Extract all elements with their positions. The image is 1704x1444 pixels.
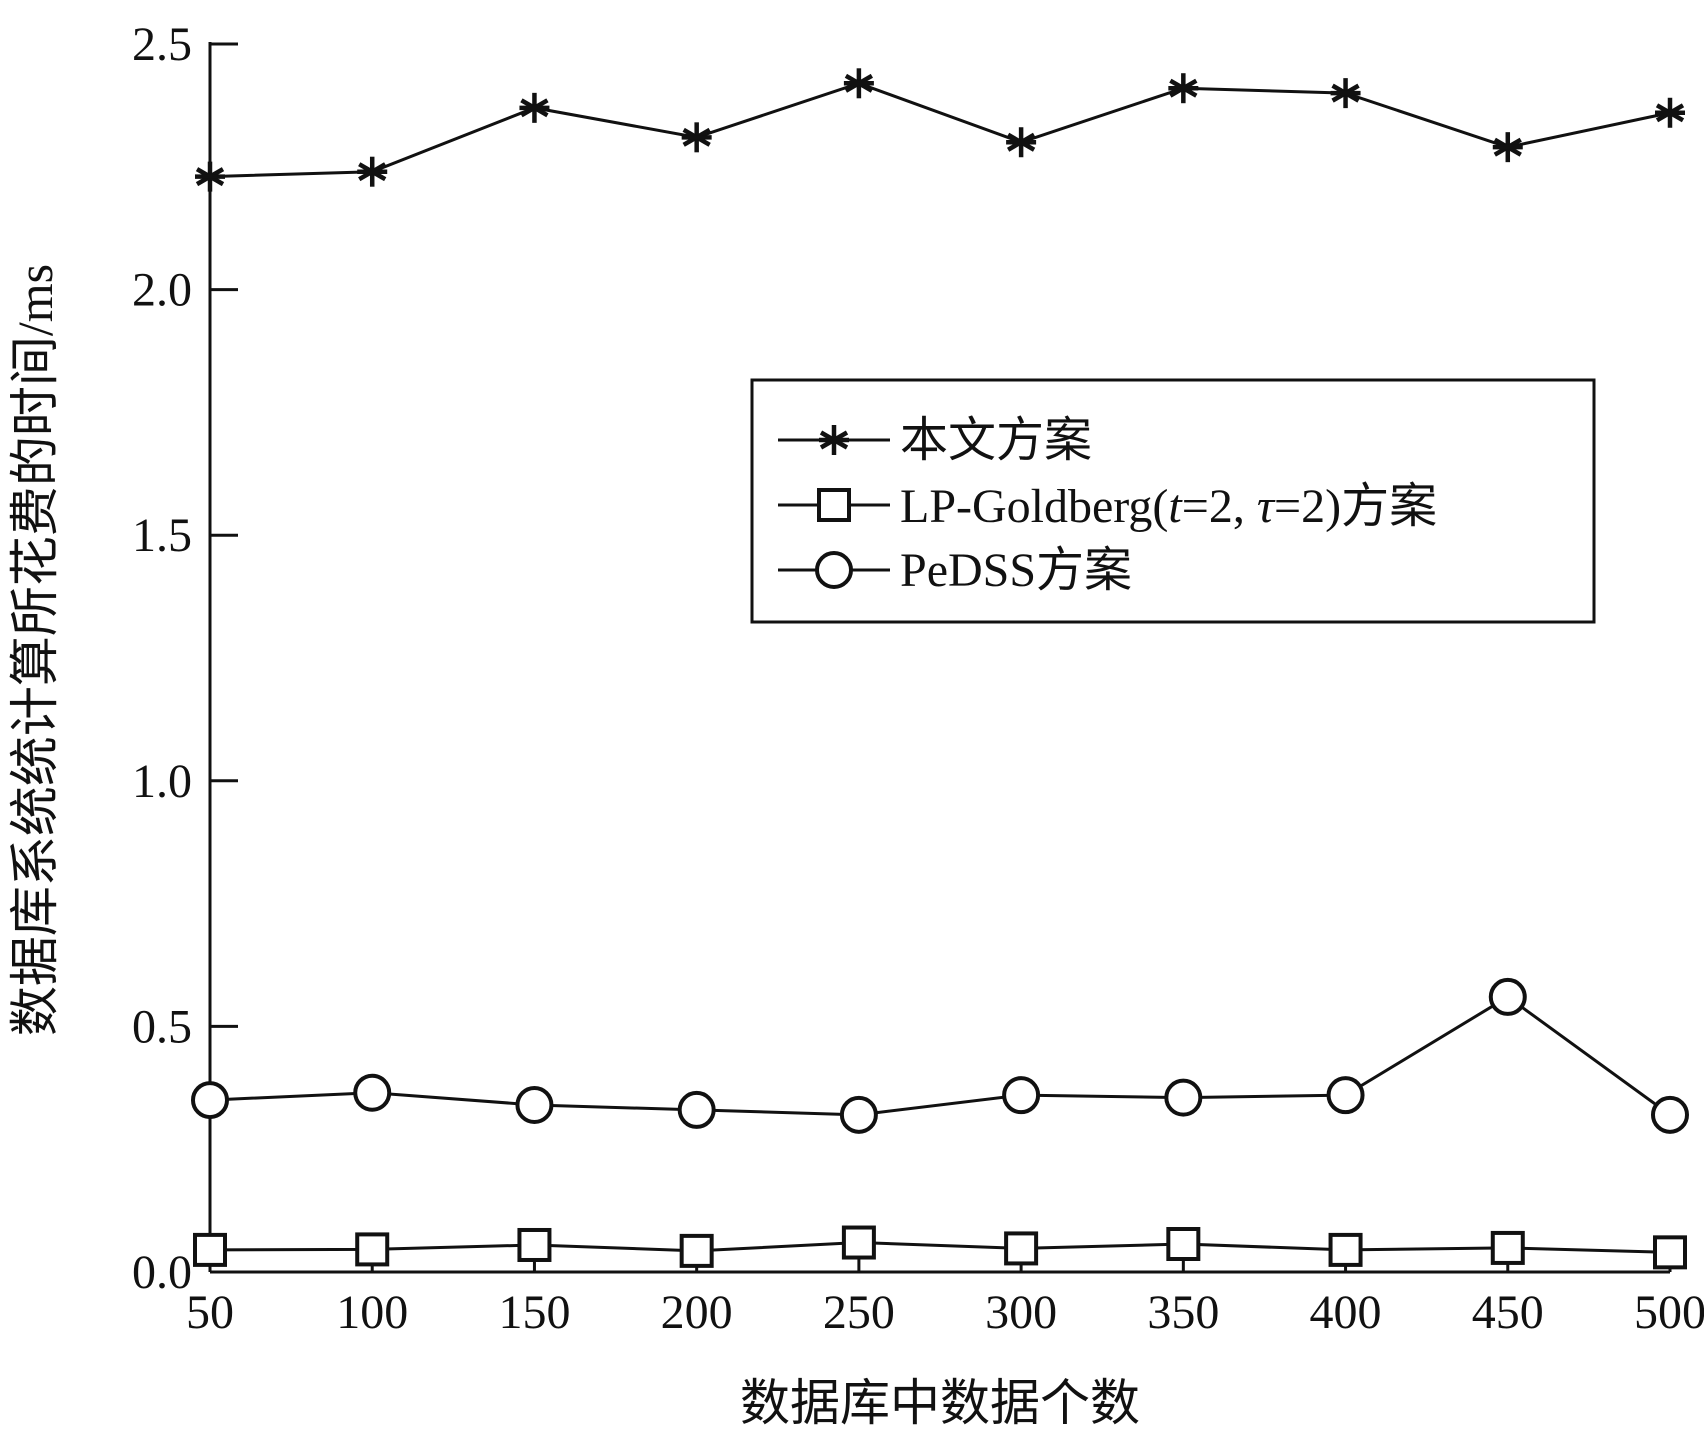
series-2-point <box>1166 1227 1201 1262</box>
y-tick-label: 0.5 <box>132 1000 192 1053</box>
x-tick-label: 500 <box>1634 1286 1704 1339</box>
series-1-point <box>1168 73 1199 104</box>
legend: 本文方案 LP-Goldberg(t=2, τ=2)方案 PeDSS方案 <box>750 378 1596 624</box>
y-tick-label: 0.0 <box>132 1246 192 1299</box>
legend-label-series-2: LP-Goldberg(t=2, τ=2)方案 <box>900 480 1437 533</box>
series-2-point <box>1004 1231 1039 1266</box>
series-1-point <box>681 122 712 153</box>
x-tick-label: 400 <box>1310 1286 1382 1339</box>
series-3-point <box>839 1095 878 1134</box>
x-tick-label: 250 <box>823 1286 895 1339</box>
legend-label-series-2-var1: t <box>1168 480 1183 533</box>
series-2-point <box>517 1227 552 1262</box>
y-tick-label: 2.5 <box>132 18 192 71</box>
series-1 <box>195 68 1685 192</box>
series-1-point <box>1006 127 1037 158</box>
x-tick-label: 150 <box>498 1286 570 1339</box>
series-3-point <box>515 1085 554 1124</box>
series-group <box>191 68 1689 1270</box>
series-3-point <box>1488 977 1527 1016</box>
series-3-point <box>677 1090 716 1129</box>
series-3-point <box>1651 1095 1689 1134</box>
axes <box>208 42 1670 1274</box>
legend-marker-series-2 <box>817 488 851 522</box>
series-2-point <box>679 1233 714 1268</box>
legend-label-series-2-prefix: LP-Goldberg( <box>900 480 1168 533</box>
series-1-point <box>357 156 388 187</box>
series-2-point <box>193 1232 227 1267</box>
x-tick-label: 300 <box>985 1286 1057 1339</box>
series-2-point <box>841 1225 876 1260</box>
series-2-point <box>1328 1232 1363 1267</box>
legend-marker-series-1 <box>819 425 849 455</box>
y-axis-title: 数据库系统统计算所花费的时间/ms <box>7 264 63 1036</box>
series-2-point <box>1653 1235 1687 1270</box>
legend-marker-series-3 <box>815 551 853 589</box>
legend-label-series-2-mid: =2, <box>1182 480 1257 533</box>
series-2 <box>193 1225 1687 1270</box>
x-tick-label: 450 <box>1472 1286 1544 1339</box>
x-tick-label: 50 <box>186 1286 234 1339</box>
x-tick-label: 100 <box>336 1286 408 1339</box>
series-3-point <box>191 1081 229 1120</box>
y-tick-label: 1.0 <box>132 755 192 808</box>
series-2-line <box>209 1241 1671 1254</box>
series-3-point <box>1164 1078 1203 1117</box>
series-1-point <box>1330 78 1361 109</box>
legend-box <box>750 378 1596 624</box>
series-2-point <box>355 1232 390 1267</box>
y-tick-label: 2.0 <box>132 264 192 317</box>
legend-items <box>778 425 890 589</box>
ticks: 0.0 0.5 1.0 1.5 2.0 2.5 50 100 150 200 250 300 350 40… <box>132 18 1704 1339</box>
series-3-point <box>1002 1076 1041 1115</box>
series-1-point <box>519 92 550 123</box>
series-3-line <box>209 995 1671 1117</box>
legend-label-series-2-suffix: =2)方案 <box>1274 480 1437 533</box>
series-2-point <box>1490 1230 1525 1265</box>
series-1-line <box>209 81 1671 179</box>
legend-label-series-2-var2: τ <box>1257 480 1276 533</box>
legend-label-series-3: PeDSS方案 <box>900 544 1132 597</box>
legend-label-series-1: 本文方案 <box>900 414 1092 467</box>
series-1-point <box>843 68 874 99</box>
series-3 <box>191 977 1689 1134</box>
x-tick-label: 350 <box>1147 1286 1219 1339</box>
series-1-point <box>195 161 225 192</box>
y-tick-label: 1.5 <box>132 509 192 562</box>
x-axis-title: 数据库中数据个数 <box>740 1375 1140 1431</box>
series-3-point <box>353 1073 392 1112</box>
series-1-point <box>1655 97 1685 128</box>
x-tick-label: 200 <box>661 1286 733 1339</box>
series-3-point <box>1326 1076 1365 1115</box>
series-1-point <box>1492 132 1523 163</box>
